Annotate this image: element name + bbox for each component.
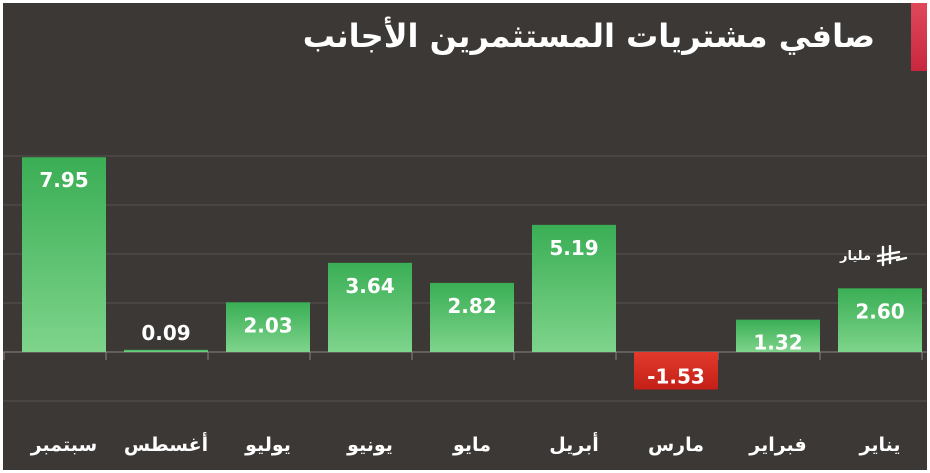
data-label: 7.95 (39, 168, 88, 192)
data-label: 3.64 (345, 274, 394, 298)
bar (124, 349, 208, 352)
category-labels: يناير فبراير مارس أبريل مايو يونيو يوليو أغسطس س… (30, 432, 901, 456)
bar (532, 224, 616, 352)
category-label: فبراير (748, 434, 806, 456)
data-label: 2.03 (243, 313, 292, 337)
title-accent-bar (911, 3, 927, 71)
bar (22, 157, 106, 352)
category-label: مايو (452, 434, 491, 456)
category-label: أبريل (549, 432, 599, 456)
chart-panel: صافي مشتريات المستثمرين الأجانب 2.60 1.32… (3, 3, 927, 470)
bar-chart: 2.60 1.32 -1.53 5.19 2.82 3.64 2.03 0.09 7.95 ين… (3, 155, 927, 456)
data-label: 2.82 (447, 294, 496, 318)
gridlines (3, 155, 927, 402)
category-label: سبتمبر (30, 434, 98, 456)
unit-label: مليار (839, 241, 909, 271)
value-labels: 2.60 1.32 -1.53 5.19 2.82 3.64 2.03 0.09 7.95 (39, 168, 904, 388)
bars (22, 157, 922, 390)
category-label: أغسطس (124, 432, 208, 456)
chart-title: صافي مشتريات المستثمرين الأجانب (302, 17, 875, 55)
bar (634, 352, 718, 390)
unit-text: مليار (839, 248, 871, 264)
data-label: 1.32 (753, 331, 802, 355)
data-label: 5.19 (549, 236, 598, 260)
category-label: يونيو (346, 434, 393, 456)
data-label: -1.53 (647, 364, 705, 388)
bar (736, 319, 820, 352)
bar (838, 288, 922, 352)
category-label: يوليو (244, 434, 291, 456)
saudi-riyal-sign-icon (876, 245, 908, 267)
data-label: 2.60 (855, 299, 904, 323)
bar (430, 282, 514, 352)
category-label: يناير (859, 434, 901, 456)
data-label: 0.09 (141, 321, 190, 345)
bar (226, 302, 310, 352)
category-label: مارس (648, 434, 704, 456)
bar (328, 262, 412, 352)
